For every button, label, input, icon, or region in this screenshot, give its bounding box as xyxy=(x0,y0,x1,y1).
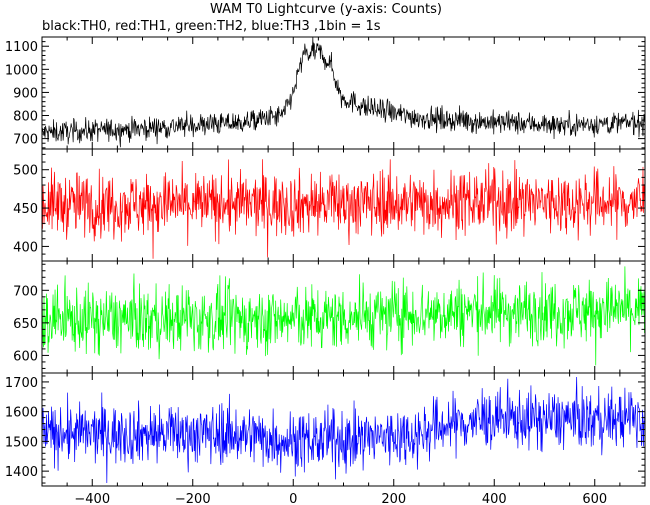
x-tick-label-1: −200 xyxy=(175,492,211,505)
y-tick-label-3-3: 1700 xyxy=(5,376,38,391)
y-tick-label-3-0: 1400 xyxy=(5,465,38,480)
y-tick-label-1-2: 500 xyxy=(13,164,38,179)
y-tick-label-3-1: 1500 xyxy=(5,435,38,450)
panel-1: 400 450 500 xyxy=(13,148,646,262)
y-tick-label-1-1: 450 xyxy=(13,202,38,217)
panels: 7008009001000110040045050060065070014001… xyxy=(5,36,646,487)
x-tick-label-0: −400 xyxy=(74,492,110,505)
series-line-3 xyxy=(42,376,645,484)
y-tick-label-3-2: 1600 xyxy=(5,406,38,421)
x-tick-label-4: 400 xyxy=(482,492,507,505)
panel-3: 1400 1500 1600 1700 xyxy=(5,372,646,487)
panel-2: 600 650 700 xyxy=(13,260,646,374)
y-tick-label-0-2: 900 xyxy=(13,86,38,101)
y-tick-label-2-2: 700 xyxy=(13,284,38,299)
y-tick-label-0-3: 1000 xyxy=(5,63,38,78)
chart-subtitle: black:TH0, red:TH1, green:TH2, blue:TH3 … xyxy=(42,19,381,34)
series-line-0 xyxy=(42,37,645,148)
y-tick-label-2-0: 600 xyxy=(13,349,38,364)
x-axis: −400 −200 0 200 400 600 xyxy=(74,492,607,505)
y-tick-label-0-1: 800 xyxy=(13,110,38,125)
chart-title: WAM T0 Lightcurve (y-axis: Counts) xyxy=(210,2,442,17)
series-line-1 xyxy=(42,159,645,259)
x-tick-label-5: 600 xyxy=(582,492,607,505)
x-tick-label-3: 200 xyxy=(381,492,406,505)
y-tick-label-2-1: 650 xyxy=(13,317,38,332)
y-tick-label-1-0: 400 xyxy=(13,240,38,255)
y-tick-label-0-4: 1100 xyxy=(5,40,38,55)
x-tick-label-2: 0 xyxy=(289,492,297,505)
y-tick-label-0-0: 700 xyxy=(13,133,38,148)
series-line-2 xyxy=(42,266,645,366)
